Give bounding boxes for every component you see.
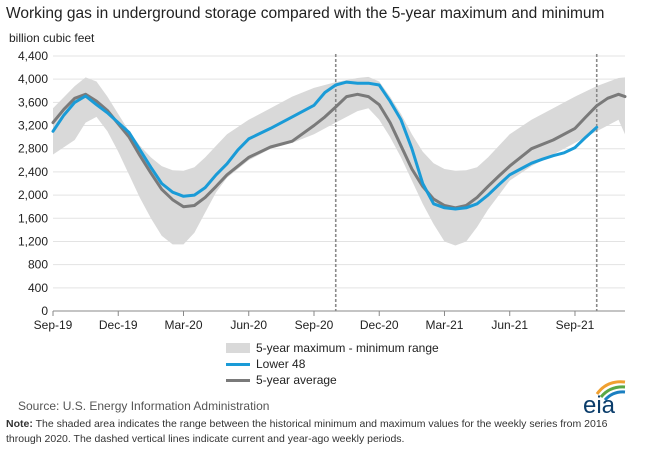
legend-label-lower48: Lower 48 [256, 357, 306, 371]
note-text: The shaded area indicates the range betw… [6, 418, 608, 445]
x-tick-label: Jun-21 [491, 318, 528, 332]
legend-item-range: 5-year maximum - minimum range [226, 340, 439, 356]
x-tick-label: Dec-20 [360, 318, 399, 332]
source-credit: Source: U.S. Energy Information Administ… [18, 399, 270, 413]
chart-note: Note: The shaded area indicates the rang… [6, 417, 636, 447]
y-tick-label: 4,000 [18, 72, 48, 86]
chart-title: Working gas in underground storage compa… [6, 5, 605, 22]
eia-logo-arcs-icon [595, 380, 626, 402]
y-tick-label: 800 [28, 258, 48, 272]
y-tick-label: 3,600 [18, 95, 48, 109]
legend-swatch-average [226, 378, 250, 382]
y-tick-label: 1,600 [18, 211, 48, 225]
x-tick-label: Sep-20 [295, 318, 334, 332]
y-tick-label: 3,200 [18, 119, 48, 133]
legend-swatch-lower48 [226, 362, 250, 366]
y-axis-unit-label: billion cubic feet [9, 31, 95, 45]
x-tick-label: Dec-19 [99, 318, 138, 332]
chart-legend: 5-year maximum - minimum range Lower 48 … [226, 340, 439, 388]
legend-item-lower48: Lower 48 [226, 356, 439, 372]
x-tick-label: Jun-20 [230, 318, 267, 332]
legend-swatch-range [226, 343, 250, 353]
x-tick-label: Mar-20 [164, 318, 202, 332]
y-tick-label: 400 [28, 281, 48, 295]
eia-logo: eia [583, 378, 629, 419]
x-tick-label: Mar-21 [425, 318, 463, 332]
y-tick-label: 2,000 [18, 188, 48, 202]
legend-label-average: 5-year average [256, 373, 337, 387]
y-tick-label: 2,400 [18, 165, 48, 179]
series-5yr-average-line [51, 92, 627, 210]
y-tick-label: 1,200 [18, 234, 48, 248]
series-lower48-line [51, 80, 599, 211]
x-tick-label: Sep-19 [34, 318, 73, 332]
y-tick-label: 0 [41, 304, 48, 318]
eia-logo-text: eia [583, 392, 616, 419]
y-tick-label: 2,800 [18, 142, 48, 156]
legend-item-average: 5-year average [226, 372, 439, 388]
legend-label-range: 5-year maximum - minimum range [256, 341, 439, 355]
y-tick-label: 4,400 [18, 49, 48, 63]
x-tick-label: Sep-21 [556, 318, 595, 332]
note-prefix: Note: [6, 418, 33, 430]
